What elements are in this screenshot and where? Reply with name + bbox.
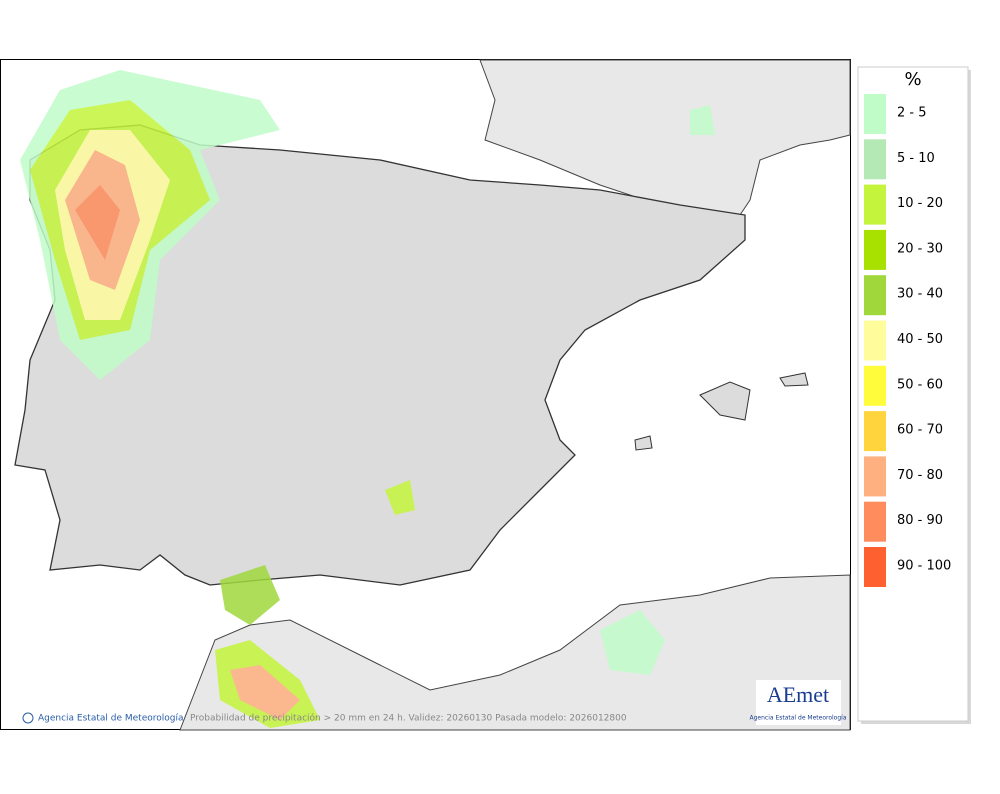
africa bbox=[179, 574, 851, 731]
precipitation-areas bbox=[20, 70, 715, 728]
legend-swatch bbox=[864, 139, 886, 180]
legend-swatch bbox=[864, 547, 886, 587]
legend-label: 10 - 20 bbox=[897, 196, 943, 211]
legend-swatch bbox=[864, 275, 886, 316]
logo: AEmet bbox=[767, 682, 829, 707]
legend-label: 50 - 60 bbox=[897, 377, 943, 392]
legend-swatch bbox=[864, 229, 886, 270]
legend-label: 70 - 80 bbox=[897, 468, 943, 483]
logo-subtitle: Agencia Estatal de Meteorología bbox=[750, 715, 847, 722]
legend-swatch bbox=[864, 501, 886, 542]
legend-label: 2 - 5 bbox=[897, 106, 927, 121]
legend-swatch bbox=[864, 94, 886, 134]
logo-box bbox=[756, 680, 841, 725]
legend-swatch bbox=[864, 456, 886, 497]
legend-label: 40 - 50 bbox=[897, 332, 943, 347]
legend-label: 60 - 70 bbox=[897, 423, 943, 438]
iberia bbox=[14, 124, 746, 586]
ibiza bbox=[634, 435, 653, 451]
legend: % 2 - 5 5 - 10 10 - 20 20 - 30 30 - 40 40 - 5… bbox=[857, 66, 971, 724]
map-caption: Probabilidad de precipitación > 20 mm en… bbox=[190, 713, 627, 724]
legend-label: 5 - 10 bbox=[897, 151, 935, 166]
legend-swatch bbox=[864, 320, 886, 361]
legend-swatch bbox=[864, 411, 886, 452]
map: Agencia Estatal de Meteorología Probabil… bbox=[0, 59, 851, 731]
legend-swatch bbox=[864, 184, 886, 225]
legend-label: 90 - 100 bbox=[897, 559, 951, 574]
legend-title: % bbox=[904, 69, 921, 90]
agency-credit: Agencia Estatal de Meteorología bbox=[38, 714, 184, 724]
legend-label: 80 - 90 bbox=[897, 513, 943, 528]
legend-label: 20 - 30 bbox=[897, 241, 943, 256]
legend-label: 30 - 40 bbox=[897, 287, 943, 302]
france bbox=[479, 59, 851, 216]
copyright-icon bbox=[22, 712, 34, 724]
mallorca bbox=[699, 381, 751, 421]
legend-swatch bbox=[864, 365, 886, 406]
menorca bbox=[779, 372, 809, 387]
